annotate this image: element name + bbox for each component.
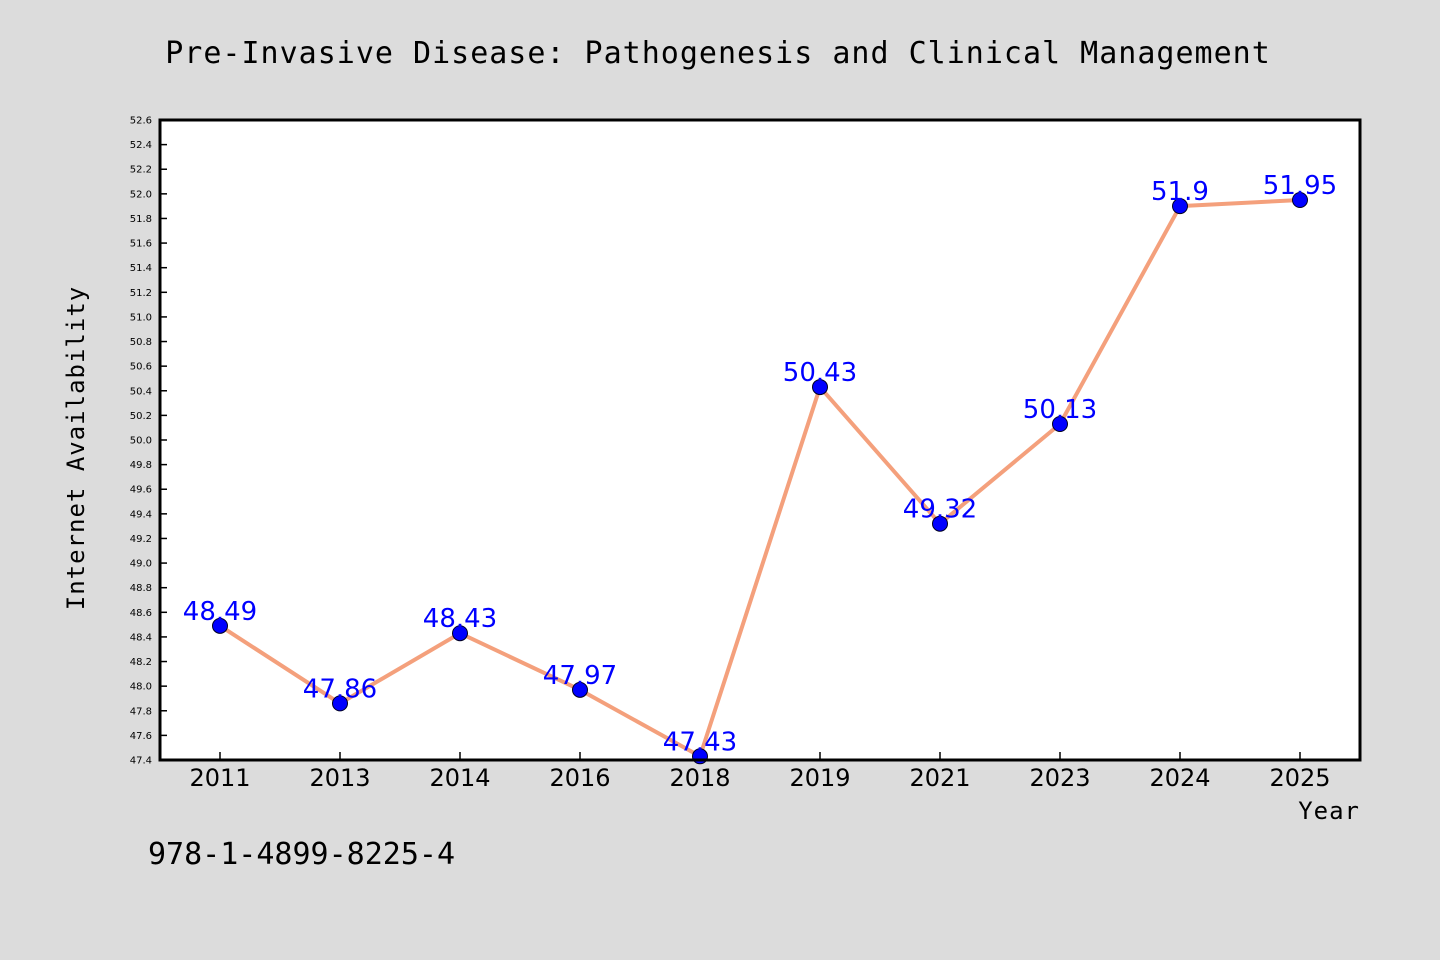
plot-frame (158, 118, 1362, 762)
x-tick-label: 2014 (429, 764, 490, 792)
data-point[interactable] (812, 379, 828, 396)
y-tick-label: 50.6 (130, 362, 152, 373)
y-axis-label: Internet Availability (62, 286, 90, 610)
y-tick-label: 48.2 (130, 657, 152, 668)
x-tick-label: 2018 (669, 764, 730, 792)
y-tick-label: 48.6 (130, 608, 152, 619)
series-line (218, 198, 1302, 759)
data-point[interactable] (1292, 192, 1308, 208)
x-tick-label: 2025 (1269, 764, 1330, 792)
y-tick-label: 52.6 (130, 116, 152, 127)
marks-layer: 47.4 47.6 47.8 48.0 48.2 48.4 48.6 48.8 49.0 49.2… (130, 116, 1337, 793)
y-tick-label: 51.0 (130, 312, 152, 323)
y-tick-label: 47.8 (130, 706, 152, 717)
x-tick-label: 2019 (789, 764, 850, 792)
y-tick-label: 48.0 (130, 682, 152, 693)
data-point[interactable] (932, 515, 948, 532)
data-label: 47.86 (303, 674, 377, 704)
data-label: 47.97 (543, 661, 617, 691)
x-tick-label: 2016 (549, 764, 610, 792)
data-label: 47.43 (663, 727, 737, 757)
y-tick-label: 51.6 (130, 239, 152, 250)
data-point[interactable] (572, 681, 588, 698)
data-point[interactable] (1052, 416, 1068, 432)
x-tick-label: 2011 (189, 764, 250, 792)
data-point[interactable] (452, 625, 468, 642)
x-tick-label: 2024 (1149, 764, 1210, 792)
y-tick-label: 49.0 (130, 559, 152, 570)
data-label: 50.13 (1023, 395, 1097, 425)
isbn-annotation: 978-1-4899-8225-4 (148, 837, 455, 872)
data-point[interactable] (332, 695, 348, 712)
y-tick-label: 52.2 (130, 165, 152, 176)
y-tick-label: 47.6 (130, 731, 152, 742)
y-tick-label: 48.4 (130, 632, 152, 643)
x-tick-label: 2023 (1029, 764, 1090, 792)
y-tick-label: 49.4 (130, 509, 152, 520)
x-tick-label: 2021 (909, 764, 970, 792)
y-tick-label: 50.2 (130, 411, 152, 422)
data-label: 49.32 (903, 495, 977, 525)
y-tick-label: 52.4 (130, 140, 152, 151)
y-tick-label: 51.4 (130, 263, 152, 274)
plot-area (160, 120, 1360, 760)
y-tick-label: 47.4 (130, 756, 152, 767)
data-label: 48.49 (183, 597, 257, 627)
data-label: 51.9 (1151, 177, 1209, 207)
y-tick-label: 49.2 (130, 534, 152, 545)
x-tick-label: 2013 (309, 764, 370, 792)
data-label: 48.43 (423, 604, 497, 634)
y-tick-label: 49.8 (130, 460, 152, 471)
y-tick-label: 50.8 (130, 337, 152, 348)
y-tick-label: 48.8 (130, 583, 152, 594)
data-point[interactable] (1172, 198, 1188, 215)
y-tick-label: 51.2 (130, 288, 152, 299)
y-tick-label: 50.4 (130, 386, 152, 397)
y-tick-label: 50.0 (130, 436, 152, 447)
data-label: 51.95 (1263, 171, 1337, 201)
y-tick-label: 51.8 (130, 214, 152, 225)
y-tick-label: 52.0 (130, 189, 152, 200)
data-point[interactable] (212, 617, 228, 634)
y-tick-label: 49.6 (130, 485, 152, 496)
chart-title: Pre-Invasive Disease: Pathogenesis and C… (165, 36, 1271, 71)
x-axis-label: Year (1298, 797, 1360, 825)
data-label: 50.43 (783, 358, 857, 388)
